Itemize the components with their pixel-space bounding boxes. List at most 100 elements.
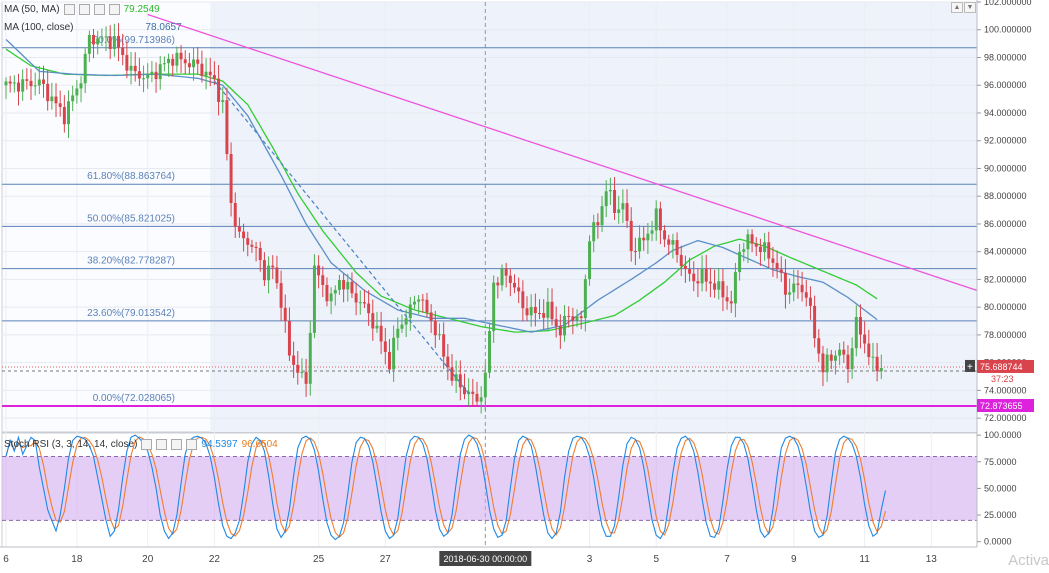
candle	[4, 81, 8, 86]
candle	[833, 355, 837, 361]
price-tick-label: 80.000000	[984, 302, 1027, 312]
stoch-rsi-pane	[2, 434, 977, 541]
price-tick-label: 90.000000	[984, 163, 1027, 173]
candle	[533, 306, 537, 314]
candle	[142, 78, 146, 80]
candle	[721, 281, 725, 298]
candle	[183, 59, 187, 64]
candle	[758, 246, 762, 253]
candle	[558, 326, 562, 336]
crosshair-date-value: 2018-06-30 00:00:00	[444, 554, 528, 564]
stoch-d-value: 96.6504	[241, 439, 278, 450]
settings-icon[interactable]	[78, 4, 90, 15]
drawn-lines[interactable]	[147, 13, 990, 394]
candle	[746, 234, 750, 250]
chart-down-icon[interactable]: ▼	[964, 2, 976, 13]
candle	[454, 374, 458, 381]
ma100-value: 78.0657	[145, 22, 182, 33]
date-tick-label: 3	[587, 554, 593, 565]
candle	[29, 80, 33, 87]
date-tick-label: 22	[209, 554, 221, 565]
stoch-legend[interactable]: Stoch RSI (3, 3, 14, 14, close) 94.5397 …	[4, 439, 278, 450]
date-tick-label: 18	[71, 554, 83, 565]
candle	[79, 83, 83, 89]
candle	[25, 79, 29, 81]
fib-level-label: 0.00%(72.028065)	[93, 393, 175, 404]
more-icon[interactable]	[108, 4, 120, 15]
candle	[221, 100, 225, 102]
candle	[708, 281, 712, 284]
price-tick-label: 88.000000	[984, 191, 1027, 201]
support-price-badge	[977, 399, 1034, 413]
candle	[671, 240, 675, 245]
candle	[683, 265, 687, 270]
candle	[67, 101, 71, 125]
crosshair-date-badge	[439, 551, 532, 566]
candle	[275, 267, 279, 284]
candle	[596, 222, 600, 226]
price-tick-label: 86.000000	[984, 219, 1027, 229]
candle	[150, 71, 154, 75]
candle	[375, 325, 379, 329]
candle	[529, 306, 533, 316]
candle	[421, 299, 425, 301]
ma100-legend[interactable]: MA (100, close) 78.0657	[4, 22, 182, 33]
candle	[167, 58, 171, 64]
candle	[654, 208, 658, 231]
candle	[96, 38, 100, 45]
candle	[433, 320, 437, 336]
ma50-legend[interactable]: MA (50, MA) 79.2549	[4, 4, 160, 15]
candle	[646, 233, 650, 241]
candles	[4, 23, 883, 414]
price-tick-label: 98.000000	[984, 52, 1027, 62]
candle	[50, 96, 54, 102]
current-price-value: 75.688744	[980, 362, 1023, 372]
candle	[717, 281, 721, 290]
candle	[62, 106, 66, 125]
chart-up-icon[interactable]: ▲	[951, 2, 963, 13]
candle	[296, 364, 300, 373]
candle	[658, 208, 662, 231]
candle	[483, 372, 487, 398]
visibility-toggle-icon[interactable]	[141, 439, 153, 450]
candle	[688, 269, 692, 274]
candle	[12, 82, 16, 84]
stoch-k-value: 94.5397	[201, 439, 238, 450]
settings-icon[interactable]	[156, 439, 168, 450]
candle	[383, 341, 387, 352]
candle	[879, 368, 883, 372]
candle	[158, 64, 162, 80]
candle	[567, 315, 571, 317]
candle	[362, 302, 366, 304]
candle	[229, 154, 233, 203]
candle	[675, 240, 679, 255]
more-icon[interactable]	[186, 439, 198, 450]
candle	[300, 371, 304, 373]
candle	[92, 34, 96, 45]
candle	[129, 65, 133, 71]
candle	[463, 387, 466, 395]
close-icon[interactable]	[171, 439, 183, 450]
candle	[171, 58, 175, 66]
close-icon[interactable]	[93, 4, 105, 15]
candle	[608, 189, 612, 192]
candle	[771, 258, 775, 263]
candle	[488, 331, 491, 373]
candle	[854, 317, 858, 349]
candle	[629, 220, 633, 252]
candle	[517, 287, 521, 292]
candle	[75, 88, 79, 96]
candle	[575, 316, 579, 321]
stoch-label: Stoch RSI (3, 3, 14, 14, close)	[4, 439, 138, 450]
candle	[692, 273, 696, 282]
date-tick-label: 25	[313, 554, 325, 565]
candle	[750, 234, 754, 244]
candle	[754, 243, 758, 247]
fib-level-label: 100.0%(99.713986)	[87, 35, 175, 46]
axis-background	[977, 0, 1049, 547]
candle	[804, 292, 808, 298]
candle	[492, 282, 496, 332]
visibility-toggle-icon[interactable]	[63, 4, 75, 15]
price-tick-label: 74.000000	[984, 385, 1027, 395]
candle	[225, 100, 229, 155]
